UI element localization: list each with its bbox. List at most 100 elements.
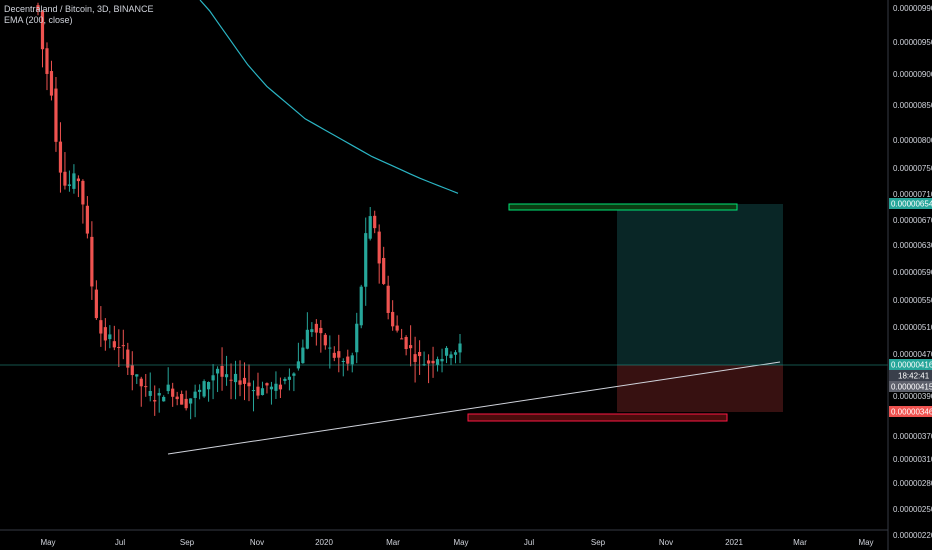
candle-body: [346, 356, 350, 364]
support-trendline[interactable]: [167, 361, 781, 455]
candle-body: [310, 329, 314, 333]
candle-body: [426, 360, 431, 364]
candle-body: [202, 381, 206, 397]
stop-price-tag: 0.00000346: [889, 406, 932, 417]
candle-body: [314, 323, 318, 333]
time-axis-label: Jul: [115, 538, 125, 547]
candle-body: [184, 398, 188, 409]
price-axis-label: 0.00000590: [893, 268, 932, 277]
time-axis[interactable]: May Jul Sep Nov 2020 Mar May Jul Sep Nov 2021 Mar Ma…: [40, 538, 873, 547]
candlestick-series: [36, 2, 462, 420]
target-price-tag: 0.00000654: [889, 198, 932, 209]
candle-body: [117, 347, 121, 349]
candle-body: [40, 11, 45, 50]
candle-body: [382, 257, 386, 284]
candle-body: [153, 400, 157, 402]
candle-body: [224, 374, 229, 378]
candle-body: [328, 347, 332, 349]
candle-body: [211, 375, 215, 381]
candle-body: [58, 141, 63, 173]
price-axis-label: 0.00000310: [893, 455, 932, 464]
candle-body: [251, 390, 256, 392]
price-axis-label: 0.00000630: [893, 241, 932, 250]
price-axis-label: 0.00000710: [893, 190, 932, 199]
symbol-title[interactable]: Decentraland / Bitcoin, 3D, BINANCE: [4, 4, 154, 14]
candle-body: [368, 216, 372, 239]
candle-body: [444, 347, 449, 356]
countdown-tag: 18:42:41: [889, 370, 932, 381]
candle-body: [198, 389, 202, 392]
price-axis-label: 0.00000800: [893, 136, 932, 145]
candle-body: [274, 383, 278, 391]
candle-body: [260, 388, 265, 396]
time-axis-label: Jul: [524, 538, 534, 547]
ema-200-line: [199, 0, 459, 194]
candle-body: [90, 236, 94, 287]
candle-body: [206, 382, 211, 390]
time-axis-label: Mar: [386, 538, 400, 547]
candle-body: [67, 184, 72, 186]
indicator-title[interactable]: EMA (200, close): [4, 15, 73, 25]
price-axis[interactable]: 0.00000990 0.00000950 0.00000900 0.00000850…: [893, 4, 932, 540]
price-axis-label: 0.00000900: [893, 70, 932, 79]
svg-text:0.00000654: 0.00000654: [891, 200, 932, 209]
price-axis-label: 0.00000850: [893, 101, 932, 110]
candle-body: [283, 378, 287, 381]
time-axis-label: May: [40, 538, 55, 547]
candle-body: [409, 345, 413, 349]
candle-body: [435, 359, 440, 365]
position-profit-zone: [617, 204, 783, 365]
candle-body: [135, 374, 139, 377]
stop-box[interactable]: [467, 413, 728, 422]
candle-body: [417, 351, 422, 357]
candle-body: [413, 354, 417, 362]
price-axis-label: 0.00000470: [893, 350, 932, 359]
candle-body: [148, 390, 152, 396]
candle-body: [458, 343, 462, 353]
candle-body: [373, 215, 377, 229]
candle-body: [175, 396, 179, 400]
candle-body: [112, 341, 116, 348]
candle-body: [453, 352, 458, 355]
candle-body: [162, 396, 166, 402]
position-loss-zone: [617, 365, 783, 412]
candle-body: [449, 354, 453, 359]
price-axis-label: 0.00000670: [893, 216, 932, 225]
svg-text:0.00000346: 0.00000346: [891, 408, 932, 417]
price-axis-label: 0.00000370: [893, 432, 932, 441]
price-axis-label: 0.00000390: [893, 392, 932, 401]
time-axis-label: May: [858, 538, 873, 547]
candle-body: [229, 379, 233, 381]
candle-body: [81, 180, 85, 205]
chart-legend: Decentraland / Bitcoin, 3D, BINANCE EMA …: [4, 4, 154, 26]
price-axis-label: 0.00000280: [893, 479, 932, 488]
candle-body: [269, 386, 274, 390]
candle-body: [337, 351, 341, 358]
candle-body: [400, 338, 404, 340]
candle-body: [130, 365, 134, 376]
candle-body: [220, 365, 224, 377]
candle-body: [278, 384, 283, 390]
candle-body: [395, 325, 399, 331]
candle-body: [323, 334, 327, 346]
candle-body: [287, 376, 292, 380]
candle-body: [301, 347, 305, 364]
candle-body: [189, 398, 193, 404]
svg-text:18:42:41: 18:42:41: [898, 372, 930, 381]
target-box[interactable]: [508, 203, 738, 211]
price-axis-label: 0.00000990: [893, 4, 932, 13]
time-axis-label: May: [453, 538, 468, 547]
candle-body: [391, 311, 395, 327]
candle-body: [72, 173, 76, 189]
candle-body: [355, 323, 359, 353]
candle-body: [103, 327, 107, 341]
candle-body: [144, 386, 148, 388]
candle-body: [247, 382, 251, 387]
price-axis-label: 0.00000550: [893, 296, 932, 305]
price-axis-label: 0.00000220: [893, 531, 932, 540]
candle-body: [265, 383, 269, 386]
candle-body: [94, 289, 98, 319]
candle-body: [54, 88, 58, 142]
candle-body: [126, 349, 130, 368]
